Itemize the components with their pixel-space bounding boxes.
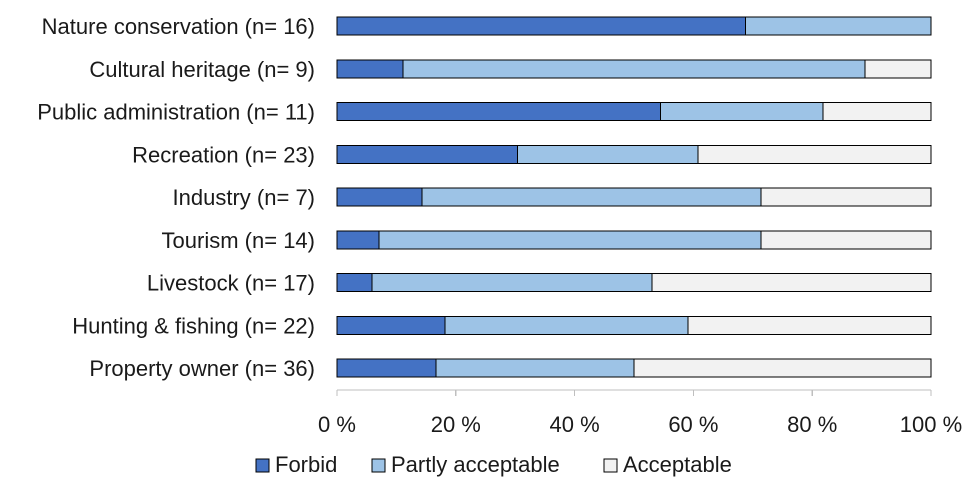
legend-swatch-forbid [255,458,270,473]
bar-partly-acceptable-cultural-heritage [402,59,866,79]
legend-swatch-partly-acceptable [371,458,386,473]
x-tick-label: 80 % [787,412,837,437]
legend-label-partly-acceptable: Partly acceptable [391,452,560,477]
bar-acceptable-livestock [651,273,932,292]
bar-partly-acceptable-property-owner [435,358,635,378]
bar-acceptable-public-administration [822,102,932,121]
category-labels: Nature conservation (n= 16) Cultural heri… [37,14,315,381]
bar-acceptable-industry [760,187,932,207]
bar-forbid-public-administration [336,102,662,121]
bar-acceptable-recreation [697,144,932,164]
category-label: Property owner (n= 36) [89,356,315,381]
category-label: Hunting & fishing (n= 22) [72,313,315,338]
category-label: Recreation (n= 23) [132,142,315,167]
category-label: Nature conservation (n= 16) [42,14,315,39]
x-tick-label: 0 % [318,412,356,437]
category-label: Cultural heritage (n= 9) [89,57,315,82]
axes-group [336,389,932,396]
bar-forbid-property-owner [336,358,437,378]
category-label: Public administration (n= 11) [37,100,315,125]
bars-group [336,16,932,378]
bar-partly-acceptable-livestock [371,273,653,292]
bar-partly-acceptable-hunting-fishing [444,315,689,335]
x-tick-label: 40 % [550,412,600,437]
bar-partly-acceptable-nature-conservation [745,16,932,36]
bar-forbid-livestock [336,273,373,292]
category-label: Tourism (n= 14) [162,228,315,253]
legend-label-forbid: Forbid [275,452,337,477]
bar-acceptable-cultural-heritage [864,59,932,79]
bar-partly-acceptable-recreation [517,144,699,164]
bar-forbid-industry [336,187,423,207]
bar-partly-acceptable-tourism [378,230,762,250]
bar-forbid-nature-conservation [336,16,747,36]
bar-acceptable-property-owner [633,358,932,378]
bar-forbid-recreation [336,144,519,164]
x-tick-label: 20 % [431,412,481,437]
bar-forbid-cultural-heritage [336,59,404,79]
bar-forbid-tourism [336,230,380,250]
legend: Forbid Partly acceptable Acceptable [255,452,732,477]
x-tick-labels: 0 % 20 % 40 % 60 % 80 % 100 % [318,412,962,437]
x-tick-label: 100 % [900,412,962,437]
bar-partly-acceptable-public-administration [660,102,824,121]
x-tick-label: 60 % [668,412,718,437]
legend-swatch-acceptable [603,458,618,473]
legend-label-acceptable: Acceptable [623,452,732,477]
category-label: Industry (n= 7) [173,185,315,210]
bar-forbid-hunting-fishing [336,315,446,335]
category-label: Livestock (n= 17) [147,271,315,296]
bar-acceptable-hunting-fishing [687,315,932,335]
bar-acceptable-tourism [760,230,932,250]
bar-partly-acceptable-industry [421,187,762,207]
